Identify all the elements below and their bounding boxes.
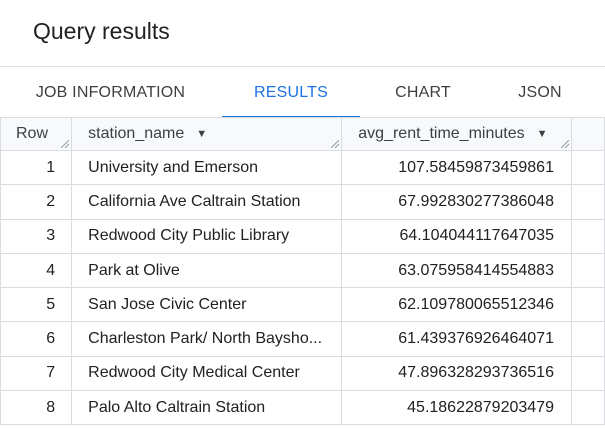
results-table: Row station_name ▼ avg_rent_time_minutes ▼… <box>0 117 605 426</box>
row-number: 3 <box>0 218 73 254</box>
caret-down-icon[interactable]: ▼ <box>536 128 548 140</box>
divider <box>0 66 605 67</box>
table-row: 8 Palo Alto Caltrain Station 45.1862287920… <box>0 390 605 426</box>
empty-cell <box>570 287 605 323</box>
empty-cell <box>570 149 605 186</box>
avg-rent-time-cell: 61.439376926464071 <box>341 321 572 357</box>
tab-chart[interactable]: CHART <box>395 84 451 101</box>
resize-handle-icon[interactable] <box>61 140 70 148</box>
avg-rent-time-cell: 45.18622879203479 <box>341 390 572 426</box>
avg-rent-time-cell: 63.075958414554883 <box>341 252 572 289</box>
station-name-cell: Park at Olive <box>71 252 343 289</box>
tab-results[interactable]: RESULTS <box>222 67 360 119</box>
tab-bar: JOB INFORMATION RESULTS CHART JSON <box>0 67 605 119</box>
row-number: 4 <box>0 252 73 289</box>
row-number: 7 <box>0 355 73 392</box>
avg-rent-time-cell: 107.58459873459861 <box>341 149 572 186</box>
column-label: Row <box>16 125 49 142</box>
avg-rent-time-cell: 62.109780065512346 <box>341 287 572 323</box>
station-name-cell: San Jose Civic Center <box>71 287 343 323</box>
station-name-cell: Redwood City Medical Center <box>71 355 343 392</box>
row-number: 2 <box>0 184 73 220</box>
page-title: Query results <box>33 18 170 44</box>
table-row: 5 San Jose Civic Center 62.109780065512346 <box>0 287 605 323</box>
column-header-row[interactable]: Row <box>0 117 73 151</box>
avg-rent-time-cell: 67.992830277386048 <box>341 184 572 220</box>
station-name-cell: Redwood City Public Library <box>71 218 343 254</box>
station-name-cell: California Ave Caltrain Station <box>71 184 343 220</box>
station-name-cell: University and Emerson <box>71 149 343 186</box>
table-row: 6 Charleston Park/ North Baysho... 61.4393… <box>0 321 605 357</box>
station-name-cell: Charleston Park/ North Baysho... <box>71 321 343 357</box>
empty-cell <box>570 218 605 254</box>
row-number: 6 <box>0 321 73 357</box>
resize-handle-icon[interactable] <box>331 140 340 148</box>
avg-rent-time-cell: 64.104044117647035 <box>341 218 572 254</box>
row-number: 8 <box>0 390 73 426</box>
caret-down-icon[interactable]: ▼ <box>196 128 208 140</box>
row-number: 5 <box>0 287 73 323</box>
column-header-extra <box>570 117 605 151</box>
column-header-avg-rent-time[interactable]: avg_rent_time_minutes ▼ <box>341 117 572 151</box>
empty-cell <box>570 321 605 357</box>
table-row: 1 University and Emerson 107.5845987345986… <box>0 149 605 186</box>
tab-job-information[interactable]: JOB INFORMATION <box>35 84 186 101</box>
station-name-cell: Palo Alto Caltrain Station <box>71 390 343 426</box>
header-row: Row station_name ▼ avg_rent_time_minutes ▼ <box>0 117 605 151</box>
table-row: 3 Redwood City Public Library 64.104044117… <box>0 218 605 254</box>
tab-json[interactable]: JSON <box>518 84 562 101</box>
column-header-station-name[interactable]: station_name ▼ <box>71 117 343 151</box>
resize-handle-icon[interactable] <box>560 140 569 148</box>
table-row: 4 Park at Olive 63.075958414554883 <box>0 252 605 289</box>
row-number: 1 <box>0 149 73 186</box>
empty-cell <box>570 252 605 289</box>
empty-cell <box>570 184 605 220</box>
table-row: 2 California Ave Caltrain Station 67.99283… <box>0 184 605 220</box>
column-label: avg_rent_time_minutes <box>358 125 525 142</box>
avg-rent-time-cell: 47.896328293736516 <box>341 355 572 392</box>
empty-cell <box>570 355 605 392</box>
column-label: station_name <box>88 125 185 142</box>
empty-cell <box>570 390 605 426</box>
table-row: 7 Redwood City Medical Center 47.896328293… <box>0 355 605 392</box>
